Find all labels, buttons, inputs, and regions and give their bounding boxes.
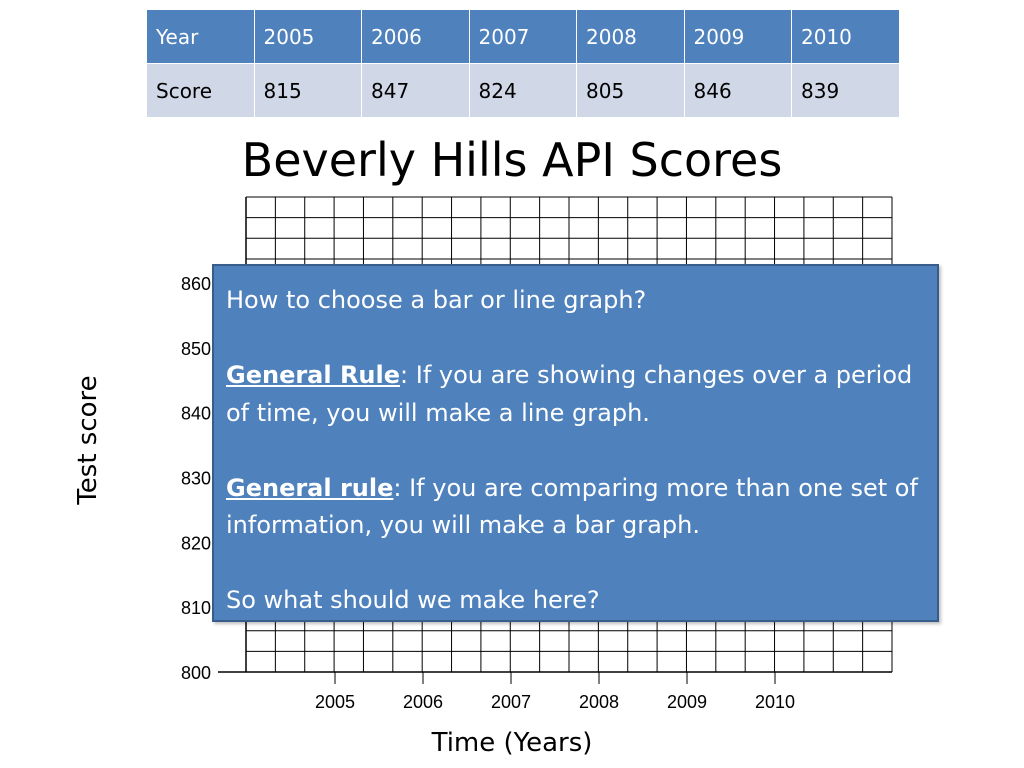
table-header-cell: 2010	[791, 9, 900, 64]
y-axis-label: Test score	[73, 375, 103, 505]
table-header-row: Year 2005 2006 2007 2008 2009 2010	[146, 9, 900, 64]
table-cell: 824	[468, 63, 577, 118]
y-tick-label: 860	[181, 274, 211, 294]
table-header-cell: 2008	[576, 9, 685, 64]
y-tick-label: 800	[181, 663, 211, 683]
y-tick-label: 840	[181, 404, 211, 424]
table-header-cell: 2006	[361, 9, 470, 64]
x-tick-label: 2010	[755, 692, 795, 712]
table-cell: 847	[361, 63, 470, 118]
callout-closing: So what should we make here?	[226, 586, 600, 614]
x-tick-label: 2006	[403, 692, 443, 712]
table-header-cell: Year	[146, 9, 255, 64]
table-cell: 846	[683, 63, 792, 118]
table-cell: 805	[576, 63, 685, 118]
y-tick-label: 820	[181, 533, 211, 553]
y-tick-label: 810	[181, 598, 211, 618]
callout-box: How to choose a bar or line graph? Gener…	[212, 264, 939, 622]
table-header-cell: 2005	[253, 9, 362, 64]
table-header-cell: 2009	[683, 9, 792, 64]
rule-2-heading: General rule	[226, 473, 394, 502]
callout-rule-2: General rule: If you are comparing more …	[226, 470, 925, 545]
y-tick-label: 830	[181, 469, 211, 489]
x-ticks: 2005 2006 2007 2008 2009 2010	[315, 672, 795, 712]
table-header-cell: 2007	[468, 9, 577, 64]
table-cell: 839	[791, 63, 900, 118]
table-cell: 815	[253, 63, 362, 118]
x-tick-label: 2008	[579, 692, 619, 712]
callout-rule-1: General Rule: If you are showing changes…	[226, 357, 925, 432]
table-cell: Score	[146, 63, 255, 118]
slide-title: Beverly Hills API Scores	[241, 133, 783, 187]
x-tick-label: 2009	[667, 692, 707, 712]
x-axis-label: Time (Years)	[431, 728, 593, 758]
table-row: Score 815 847 824 805 846 839	[146, 63, 900, 118]
rule-1-text: : If you are showing changes over a peri…	[226, 361, 913, 427]
callout-question: How to choose a bar or line graph?	[226, 286, 647, 314]
y-tick-label: 850	[181, 339, 211, 359]
rule-2-text: : If you are comparing more than one set…	[226, 473, 918, 540]
score-table: Year 2005 2006 2007 2008 2009 2010 Score…	[146, 9, 900, 118]
x-tick-label: 2005	[315, 692, 355, 712]
rule-1-heading: General Rule	[226, 361, 401, 389]
x-tick-label: 2007	[491, 692, 531, 712]
